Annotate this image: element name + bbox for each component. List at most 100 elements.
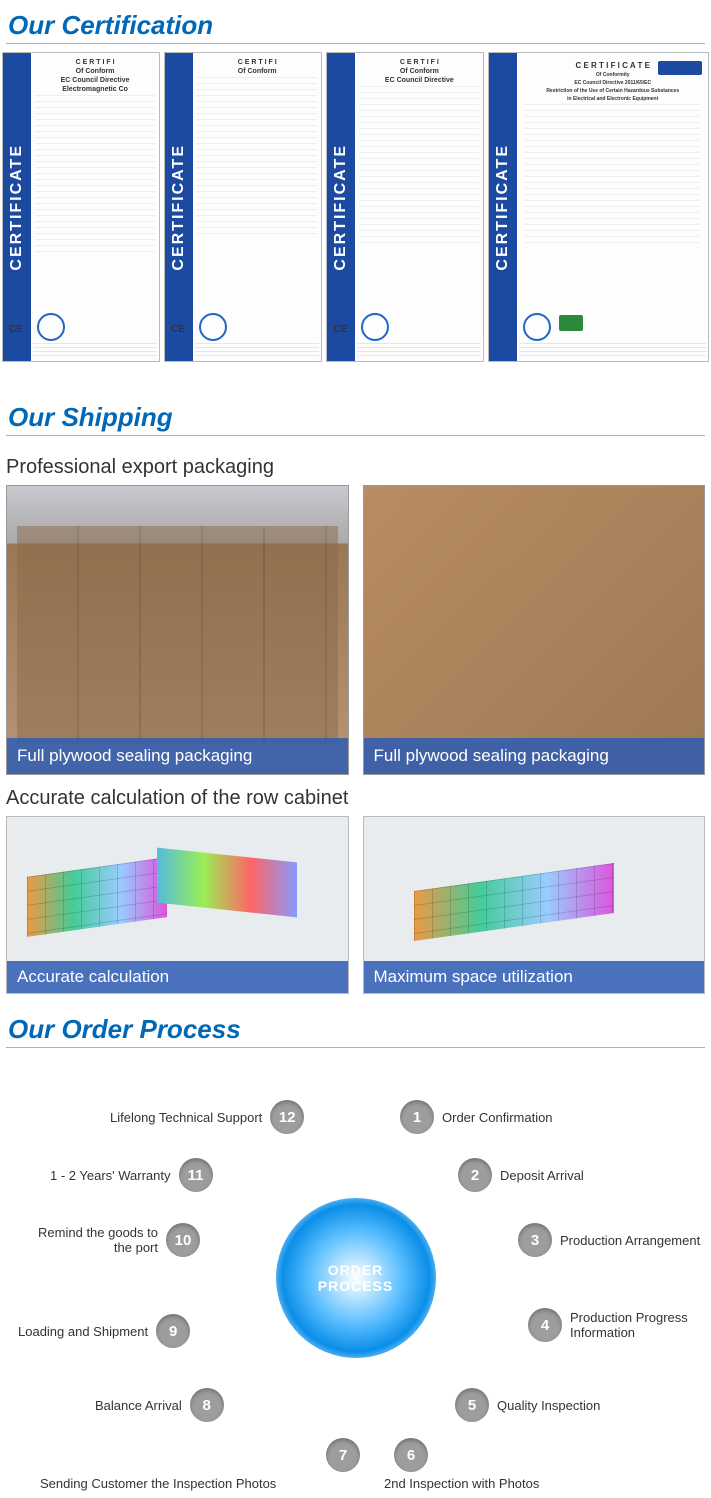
step-label: Production Arrangement bbox=[560, 1233, 700, 1248]
ce-mark: CE bbox=[333, 324, 347, 335]
cert-row: CERTIFICATE C E R T I F I Of Conform EC … bbox=[0, 52, 711, 362]
cert-sub: Of Conform bbox=[35, 68, 155, 75]
step-num: 10 bbox=[166, 1223, 200, 1257]
step-num: 2 bbox=[458, 1158, 492, 1192]
step-9: 9 Loading and Shipment bbox=[18, 1314, 190, 1348]
cert-sub: EC Council Directive 2011/65/EC bbox=[525, 80, 700, 86]
step-num: 11 bbox=[179, 1158, 213, 1192]
step-8: 8 Balance Arrival bbox=[95, 1388, 224, 1422]
calc-row: Accurate calculation Maximum space utili… bbox=[0, 816, 711, 1004]
cert-sub: in Electrical and Electronic Equipment bbox=[525, 96, 700, 102]
cert-footer bbox=[357, 343, 481, 359]
cert-sub: EC Council Directive bbox=[35, 77, 155, 84]
step-num: 5 bbox=[455, 1388, 489, 1422]
step-label: 2nd Inspection with Photos bbox=[384, 1476, 539, 1491]
center-text-1: ORDER bbox=[328, 1262, 384, 1278]
ship-image-1: Full plywood sealing packaging bbox=[6, 485, 349, 775]
step-6: 6 2nd Inspection with Photos bbox=[394, 1438, 428, 1472]
ship-image-2: Full plywood sealing packaging bbox=[363, 485, 706, 775]
calc-caption: Maximum space utilization bbox=[364, 961, 705, 993]
cert-sidebar: CERTIFICATE bbox=[489, 53, 517, 361]
rohs-badge bbox=[559, 315, 583, 331]
cert-seal-icon bbox=[199, 313, 227, 341]
cert-head: C E R T I F I bbox=[359, 59, 479, 66]
step-num: 9 bbox=[156, 1314, 190, 1348]
cert-sub: Electromagnetic Co bbox=[35, 86, 155, 93]
container-panel bbox=[414, 863, 614, 941]
container-panel bbox=[157, 848, 297, 918]
cert-sub: Of Conform bbox=[359, 68, 479, 75]
step-5: 5 Quality Inspection bbox=[455, 1388, 600, 1422]
cert-head: C E R T I F I bbox=[197, 59, 317, 66]
anbotek-badge bbox=[658, 61, 702, 75]
cert-sub: EC Council Directive bbox=[359, 77, 479, 84]
container-panel bbox=[27, 857, 167, 937]
step-label: Quality Inspection bbox=[497, 1398, 600, 1413]
cert-footer bbox=[195, 343, 319, 359]
step-4: 4 Production Progress Information bbox=[528, 1308, 710, 1342]
cert-body: C E R T I F I C A T E Of Conformity EC C… bbox=[517, 53, 708, 361]
calc-image-2: Maximum space utilization bbox=[363, 816, 706, 994]
step-num: 8 bbox=[190, 1388, 224, 1422]
step-label: Loading and Shipment bbox=[18, 1324, 148, 1339]
certification-title: Our Certification bbox=[0, 0, 711, 43]
cert-sidebar: CERTIFICATE bbox=[3, 53, 31, 361]
shipping-sub2: Accurate calculation of the row cabinet bbox=[0, 775, 711, 816]
cert-sub: Of Conform bbox=[197, 68, 317, 75]
step-num: 12 bbox=[270, 1100, 304, 1134]
calc-caption: Accurate calculation bbox=[7, 961, 348, 993]
step-num: 4 bbox=[528, 1308, 562, 1342]
shipping-title: Our Shipping bbox=[0, 392, 711, 435]
certificate-4: CERTIFICATE C E R T I F I C A T E Of Con… bbox=[488, 52, 709, 362]
divider bbox=[6, 43, 705, 44]
step-11: 11 1 - 2 Years' Warranty bbox=[50, 1158, 213, 1192]
certificate-3: CERTIFICATE C E R T I F I Of Conform EC … bbox=[326, 52, 484, 362]
step-label: Order Confirmation bbox=[442, 1110, 553, 1125]
cert-footer bbox=[519, 343, 706, 359]
cert-sidebar: CERTIFICATE bbox=[327, 53, 355, 361]
step-2: 2 Deposit Arrival bbox=[458, 1158, 584, 1192]
ce-mark: CE bbox=[9, 324, 23, 335]
cert-text-block bbox=[197, 77, 317, 237]
ship-caption: Full plywood sealing packaging bbox=[364, 738, 705, 774]
cert-sidebar-text: CERTIFICATE bbox=[494, 144, 512, 271]
step-label: 1 - 2 Years' Warranty bbox=[50, 1168, 171, 1183]
certificate-1: CERTIFICATE C E R T I F I Of Conform EC … bbox=[2, 52, 160, 362]
step-1: 1 Order Confirmation bbox=[400, 1100, 553, 1134]
step-num: 3 bbox=[518, 1223, 552, 1257]
step-label: Deposit Arrival bbox=[500, 1168, 584, 1183]
step-num: 7 bbox=[326, 1438, 360, 1472]
ce-mark: CE bbox=[171, 324, 185, 335]
order-title: Our Order Process bbox=[0, 1004, 711, 1047]
cert-footer bbox=[33, 343, 157, 359]
cert-text-block bbox=[359, 86, 479, 246]
center-text-2: PROCESS bbox=[318, 1278, 393, 1294]
cert-sub: Restriction of the Use of Certain Hazard… bbox=[525, 88, 700, 94]
cert-sidebar-text: CERTIFICATE bbox=[8, 144, 26, 271]
step-num: 6 bbox=[394, 1438, 428, 1472]
step-3: 3 Production Arrangement bbox=[518, 1223, 700, 1257]
cert-sidebar: CERTIFICATE bbox=[165, 53, 193, 361]
cert-head: C E R T I F I bbox=[35, 59, 155, 66]
step-label: Production Progress Information bbox=[570, 1310, 710, 1340]
cert-seal-icon bbox=[37, 313, 65, 341]
step-7: 7 Sending Customer the Inspection Photos bbox=[40, 1438, 360, 1472]
ship-caption: Full plywood sealing packaging bbox=[7, 738, 348, 774]
shipping-sub1: Professional export packaging bbox=[0, 444, 711, 485]
cert-text-block bbox=[525, 104, 700, 244]
process-diagram: ORDER PROCESS 1 Order Confirmation 2 Dep… bbox=[0, 1058, 711, 1498]
step-10: 10 Remind the goods to the port bbox=[18, 1223, 200, 1257]
container-3d-icon bbox=[27, 847, 328, 947]
container-3d-icon bbox=[384, 847, 685, 947]
step-12: 12 Lifelong Technical Support bbox=[110, 1100, 304, 1134]
step-label: Lifelong Technical Support bbox=[110, 1110, 262, 1125]
step-label: Remind the goods to the port bbox=[18, 1225, 158, 1255]
calc-image-1: Accurate calculation bbox=[6, 816, 349, 994]
cert-sidebar-text: CERTIFICATE bbox=[170, 144, 188, 271]
divider bbox=[6, 1047, 705, 1048]
ship-row-1: Full plywood sealing packaging Full plyw… bbox=[0, 485, 711, 775]
certificate-2: CERTIFICATE C E R T I F I Of Conform CE bbox=[164, 52, 322, 362]
divider bbox=[6, 435, 705, 436]
step-label: Sending Customer the Inspection Photos bbox=[40, 1476, 276, 1491]
center-circle: ORDER PROCESS bbox=[276, 1198, 436, 1358]
